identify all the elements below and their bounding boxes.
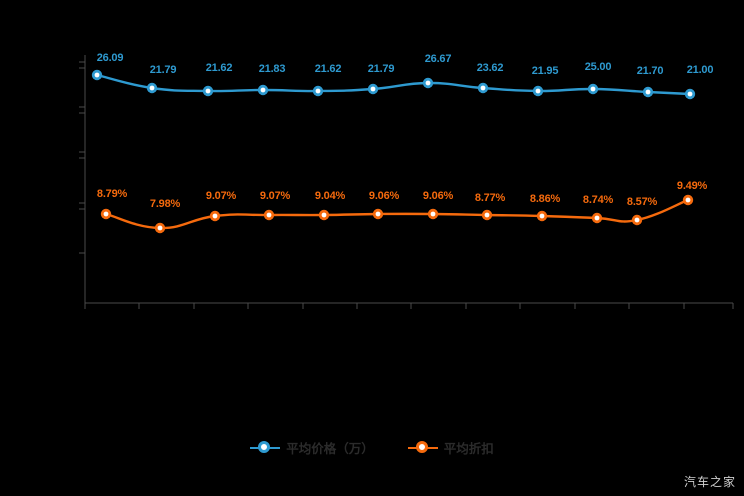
data-label-orange-5: 9.06%: [368, 190, 400, 202]
data-point-marker-center: [634, 217, 640, 223]
legend-label-discount: 平均折扣: [443, 442, 494, 456]
data-point-marker-center: [645, 89, 651, 95]
data-label-blue-0: 26.09: [96, 52, 124, 64]
series-line-blue: [95, 73, 692, 96]
data-label-orange-8: 8.86%: [529, 193, 561, 205]
data-point-marker-center: [425, 80, 431, 86]
data-label-orange-1: 7.98%: [149, 198, 181, 210]
data-point-marker-center: [480, 85, 486, 91]
data-label-blue-6: 26.67: [424, 53, 452, 65]
data-point-marker-center: [687, 91, 693, 97]
data-label-orange-10: 8.57%: [626, 196, 658, 208]
chart-legend: 平均价格（万） 平均折扣: [0, 438, 744, 457]
data-label-blue-10: 21.70: [636, 65, 664, 77]
data-label-blue-9: 25.00: [584, 61, 612, 73]
data-point-marker-center: [535, 88, 541, 94]
data-label-blue-7: 23.62: [476, 62, 504, 74]
data-label-blue-4: 21.62: [314, 63, 342, 75]
data-point-marker-center: [539, 213, 545, 219]
data-point-marker-center: [590, 86, 596, 92]
data-label-blue-5: 21.79: [367, 63, 395, 75]
data-label-orange-9: 8.74%: [582, 194, 614, 206]
legend-marker-circle-icon: [407, 440, 438, 455]
y-axis-ticks: [79, 61, 85, 254]
legend-item-price[interactable]: 平均价格（万）: [250, 438, 374, 457]
data-label-orange-4: 9.04%: [314, 190, 346, 202]
data-point-marker-center: [212, 213, 218, 219]
data-point-marker-center: [260, 87, 266, 93]
data-point-marker-center: [594, 215, 600, 221]
data-point-marker-center: [315, 88, 321, 94]
data-label-blue-3: 21.83: [258, 63, 286, 75]
data-point-marker-center: [266, 212, 272, 218]
data-label-orange-7: 8.77%: [474, 192, 506, 204]
data-label-blue-1: 21.79: [149, 64, 177, 76]
data-point-marker-center: [149, 85, 155, 91]
data-point-marker-center: [94, 72, 100, 78]
data-point-marker-center: [484, 212, 490, 218]
data-label-orange-3: 9.07%: [259, 190, 291, 202]
data-point-marker-center: [430, 211, 436, 217]
data-point-marker-center: [685, 197, 691, 203]
legend-item-discount[interactable]: 平均折扣: [407, 438, 494, 457]
data-point-marker-center: [321, 212, 327, 218]
data-label-orange-2: 9.07%: [205, 190, 237, 202]
x-axis-ticks: [84, 303, 734, 309]
data-label-orange-6: 9.06%: [422, 190, 454, 202]
chart-axes: [79, 55, 734, 309]
data-point-marker-center: [103, 211, 109, 217]
data-label-blue-11: 21.00: [686, 64, 714, 76]
legend-label-price: 平均价格（万）: [286, 442, 374, 456]
data-point-marker-center: [375, 211, 381, 217]
data-label-blue-8: 21.95: [531, 65, 559, 77]
data-label-orange-11: 9.49%: [676, 180, 708, 192]
data-point-marker-center: [157, 225, 163, 231]
chart-series-layer: [91, 69, 696, 234]
data-label-orange-0: 8.79%: [96, 188, 128, 200]
data-point-marker-center: [370, 86, 376, 92]
legend-marker-circle-icon: [250, 440, 281, 455]
watermark: 汽车之家: [683, 475, 736, 489]
data-label-blue-2: 21.62: [205, 62, 233, 74]
data-point-marker-center: [205, 88, 211, 94]
